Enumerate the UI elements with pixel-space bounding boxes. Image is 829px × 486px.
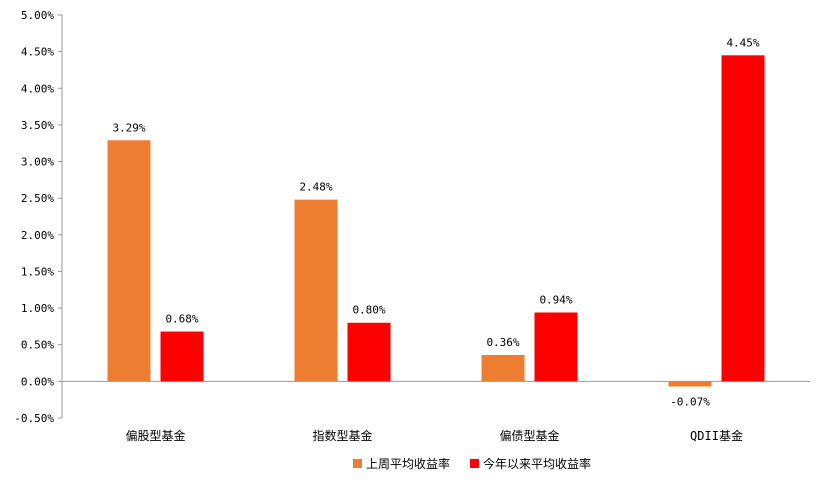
bar-ytd [160, 331, 204, 382]
x-category-label: 指数型基金 [312, 428, 372, 443]
legend-item-ytd: 今年以来平均收益率 [470, 455, 591, 472]
x-category-label: QDII基金 [690, 428, 743, 443]
legend-label-weekly: 上周平均收益率 [365, 456, 450, 471]
bar-weekly [481, 354, 525, 382]
data-label: -0.07% [670, 395, 710, 408]
y-tick-label: 4.50% [21, 46, 54, 59]
axes: 5.00% 4.50% 4.00% 3.50% 3.00% 2.50% 2.00% 1.50%… [14, 9, 810, 443]
y-tick-label: 5.00% [21, 9, 54, 22]
x-category-label: 偏股型基金 [125, 428, 185, 443]
data-label: 4.45% [726, 36, 759, 49]
bar-ytd [721, 55, 765, 382]
bar-weekly [294, 199, 338, 382]
data-label: 0.36% [486, 336, 519, 349]
y-tick-label: 2.00% [21, 229, 54, 242]
legend-swatch-ytd [470, 458, 479, 468]
y-tick-label: 1.50% [21, 265, 54, 278]
x-category-label: 偏债型基金 [499, 428, 559, 443]
data-label: 0.80% [352, 304, 385, 317]
legend-swatch-weekly [352, 458, 362, 468]
data-label: 2.48% [299, 181, 332, 194]
data-labels: 3.29% 0.68% 2.48% 0.80% 0.36% 0.94% -0.07% 4.45… [112, 36, 759, 408]
legend-item-weekly: 上周平均收益率 [352, 455, 450, 472]
bar-ytd [347, 322, 391, 382]
bars [107, 55, 765, 387]
y-tick-label: 0.50% [21, 339, 54, 352]
legend-label-ytd: 今年以来平均收益率 [483, 456, 592, 471]
y-tick-label: 3.50% [21, 119, 54, 132]
y-tick-label: 1.00% [21, 302, 54, 315]
legend: 上周平均收益率 今年以来平均收益率 [0, 453, 829, 473]
y-tick-label: 4.00% [21, 82, 54, 95]
data-label: 0.68% [165, 313, 198, 326]
y-tick-label: 0.00% [21, 375, 54, 388]
data-label: 3.29% [112, 121, 145, 134]
bar-ytd [534, 312, 578, 382]
bar-weekly [107, 140, 151, 382]
data-label: 0.94% [539, 293, 572, 306]
bar-chart: 5.00% 4.50% 4.00% 3.50% 3.00% 2.50% 2.00% 1.50%… [14, 9, 810, 443]
bar-weekly [668, 381, 712, 387]
y-tick-label: 2.50% [21, 192, 54, 205]
y-tick-label: -0.50% [14, 412, 54, 425]
y-tick-label: 3.00% [21, 156, 54, 169]
